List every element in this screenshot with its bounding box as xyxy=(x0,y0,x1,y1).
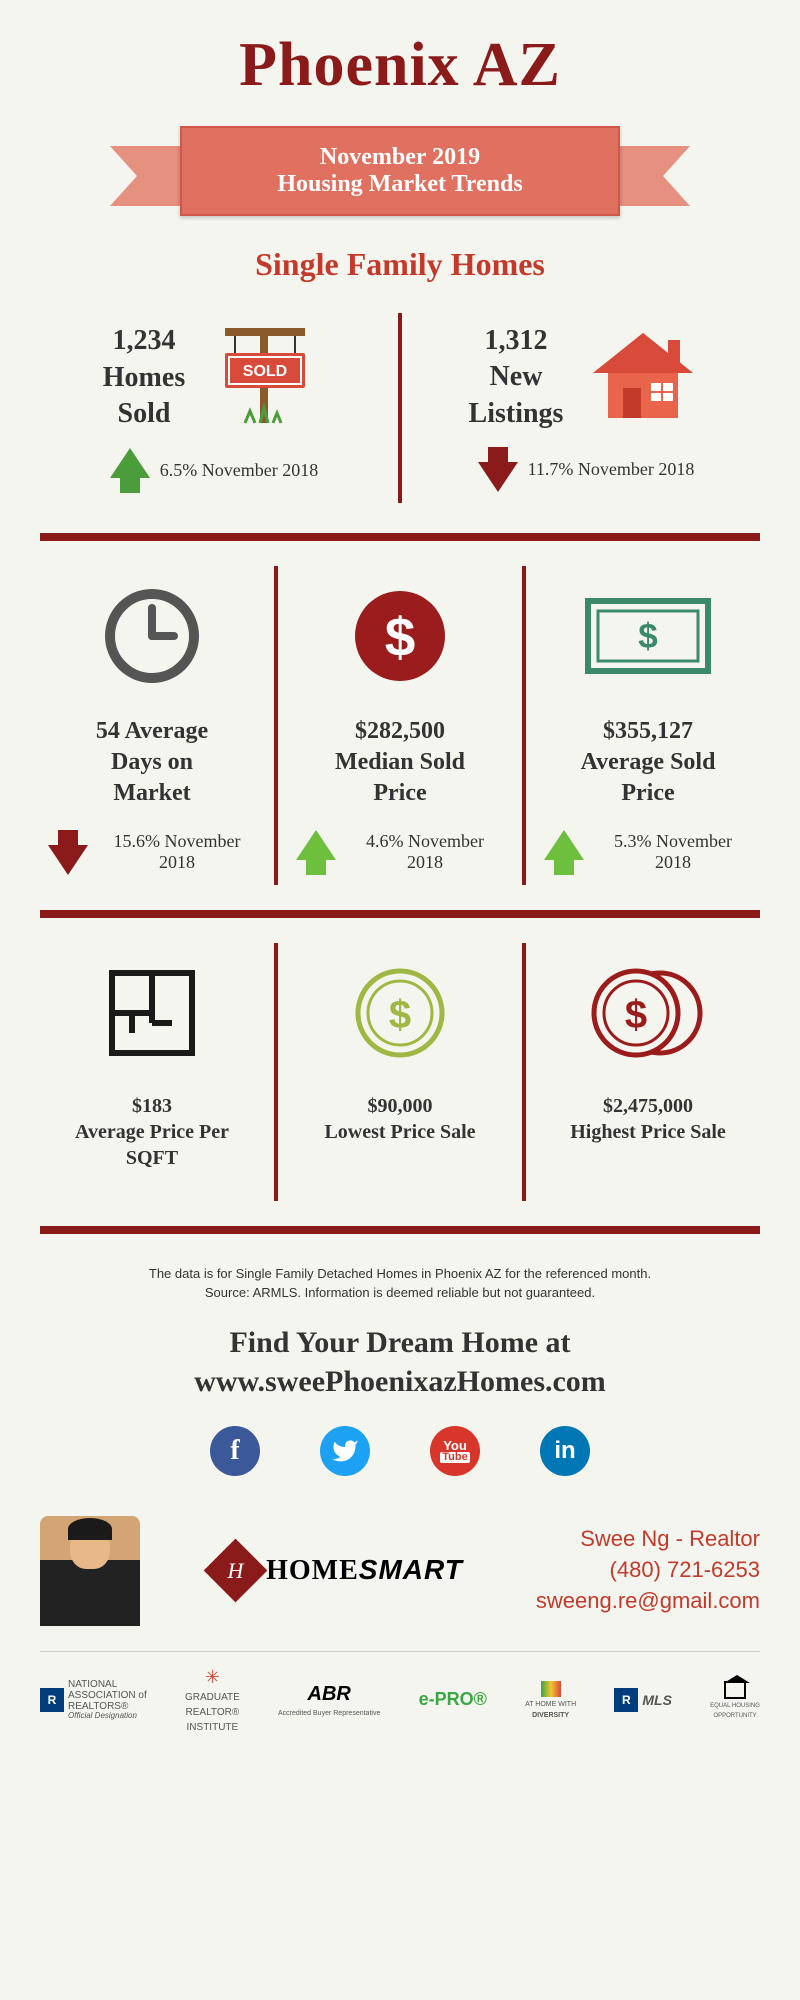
cta-text: Find Your Dream Home at www.sweePhoenixa… xyxy=(40,1323,760,1401)
arrow-up-icon: .cell3:nth-child(3) .arrow-up::after{bac… xyxy=(296,830,336,860)
equal-housing-logo: EQUAL HOUSING OPPORTUNITY xyxy=(710,1681,760,1719)
arrow-up-icon xyxy=(110,448,150,478)
stats-row-top: 1,234 Homes Sold SOLD 6.5% November xyxy=(40,313,760,503)
arrow-down-icon xyxy=(48,845,88,875)
epro-logo: e-PRO® xyxy=(419,1689,487,1710)
arrow-down-icon xyxy=(478,462,518,492)
vertical-divider xyxy=(522,566,526,885)
mls-logo: R MLS xyxy=(614,1688,672,1712)
stats-row-mid: 54 Average Days on Market 15.6% November… xyxy=(40,566,760,885)
ribbon-banner: November 2019 Housing Market Trends xyxy=(110,116,690,226)
ribbon-center: November 2019 Housing Market Trends xyxy=(180,126,620,216)
banner-line-1: November 2019 xyxy=(320,144,480,171)
stat-text-right: 1,312 New Listings xyxy=(469,323,564,432)
vertical-divider xyxy=(522,943,526,1201)
stats-row-bottom: $183 Average Price Per SQFT $ $90,000 Lo… xyxy=(40,943,760,1201)
gri-logo: ✳ GRADUATE REALTOR® INSTITUTE xyxy=(185,1667,240,1733)
floorplan-icon xyxy=(102,963,202,1063)
horizontal-divider xyxy=(40,910,760,918)
stat-new-listings: 1,312 New Listings 11.7% November 2018 xyxy=(412,313,760,503)
abr-logo: ABR Accredited Buyer Representative xyxy=(278,1683,380,1717)
linkedin-icon[interactable]: in xyxy=(540,1426,590,1476)
vertical-divider xyxy=(398,313,402,503)
svg-text:$: $ xyxy=(389,993,411,1037)
footer-row: H HOMESMART Swee Ng - Realtor (480) 721-… xyxy=(40,1506,760,1651)
diversity-logo: AT HOME WITH DIVERSITY xyxy=(525,1681,576,1719)
main-title: Phoenix AZ xyxy=(40,30,760,101)
stat-median-price: $ $282,500 Median Sold Price .cell3:nth-… xyxy=(288,566,512,885)
dollar-double-circle-icon: $ xyxy=(588,963,708,1063)
clock-icon xyxy=(102,586,202,686)
stat-homes-sold: 1,234 Homes Sold SOLD 6.5% November xyxy=(40,313,388,503)
horizontal-divider xyxy=(40,533,760,541)
banner-line-2: Housing Market Trends xyxy=(277,171,522,198)
dollar-bill-icon: $ xyxy=(583,596,713,676)
horizontal-divider xyxy=(40,1226,760,1234)
youtube-icon[interactable]: You Tube xyxy=(430,1426,480,1476)
svg-text:$: $ xyxy=(638,617,657,656)
disclaimer-text: The data is for Single Family Detached H… xyxy=(40,1264,760,1303)
house-icon xyxy=(583,328,703,428)
dollar-circle-icon: $ xyxy=(350,586,450,686)
stat-price-sqft: $183 Average Price Per SQFT xyxy=(40,943,264,1201)
stat-average-price: $ $355,127 Average Sold Price 5.3% Novem… xyxy=(536,566,760,885)
change-right: 11.7% November 2018 xyxy=(528,459,695,480)
brand-logo: H HOMESMART xyxy=(213,1548,463,1593)
stat-text-left: 1,234 Homes Sold xyxy=(103,323,185,432)
social-icons-row: f You Tube in xyxy=(40,1426,760,1476)
nar-logo: R NATIONAL ASSOCIATION of REALTORS® Offi… xyxy=(40,1679,147,1721)
facebook-icon[interactable]: f xyxy=(210,1426,260,1476)
svg-text:$: $ xyxy=(625,993,647,1037)
vertical-divider xyxy=(274,566,278,885)
certification-logos: R NATIONAL ASSOCIATION of REALTORS® Offi… xyxy=(40,1651,760,1733)
arrow-up-icon xyxy=(544,830,584,860)
contact-info: Swee Ng - Realtor (480) 721-6253 sweeng.… xyxy=(536,1524,760,1616)
infographic-root: Phoenix AZ November 2019 Housing Market … xyxy=(0,0,800,1753)
change-left: 6.5% November 2018 xyxy=(160,460,318,481)
svg-text:$: $ xyxy=(385,606,416,668)
stat-lowest-price: $ $90,000 Lowest Price Sale xyxy=(288,943,512,1201)
stat-highest-price: $ $2,475,000 Highest Price Sale xyxy=(536,943,760,1201)
svg-text:SOLD: SOLD xyxy=(243,363,287,380)
subtitle: Single Family Homes xyxy=(40,246,760,283)
sold-sign-icon: SOLD xyxy=(205,323,325,433)
dollar-circle-outline-icon: $ xyxy=(350,963,450,1063)
realtor-avatar xyxy=(40,1516,140,1626)
twitter-icon[interactable] xyxy=(320,1426,370,1476)
brand-mark-icon: H xyxy=(204,1539,268,1603)
vertical-divider xyxy=(274,943,278,1201)
stat-days-on-market: 54 Average Days on Market 15.6% November… xyxy=(40,566,264,885)
